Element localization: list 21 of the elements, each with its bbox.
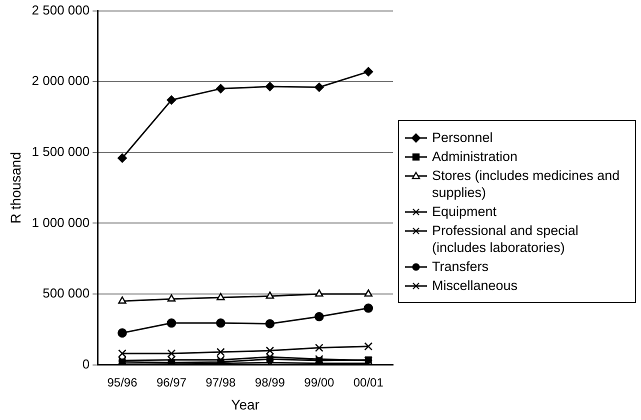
x-tick-label: 00/01 [353, 375, 384, 390]
x-tick-label: 95/96 [107, 375, 138, 390]
y-tick-label: 1 500 000 [32, 144, 90, 159]
legend-label: Transfers [432, 258, 489, 275]
legend-label: Equipment [432, 203, 497, 220]
legend-label: Stores (includes medicines and supplies) [432, 167, 621, 201]
legend-label: Miscellaneous [432, 277, 518, 294]
y-tick-label: 2 500 000 [32, 2, 90, 18]
x-tick-label: 97/98 [206, 375, 236, 390]
x-tick-label: 99/00 [304, 375, 334, 390]
y-axis-title: R thousand [7, 152, 24, 224]
x-tick-label: 96/97 [156, 375, 187, 390]
legend-label: Professional and special (includes laboratories) [432, 222, 580, 256]
y-tick-label: 0 [82, 356, 90, 372]
y-tick-label: 500 000 [42, 286, 90, 301]
y-tick-label: 2 000 000 [32, 73, 90, 88]
y-tick-label: 1 000 000 [32, 214, 90, 230]
x-axis-title: Year [231, 396, 260, 412]
legend-label: Administration [432, 148, 518, 165]
legend-label: Personnel [432, 129, 493, 146]
x-tick-label: 98/99 [254, 375, 286, 390]
